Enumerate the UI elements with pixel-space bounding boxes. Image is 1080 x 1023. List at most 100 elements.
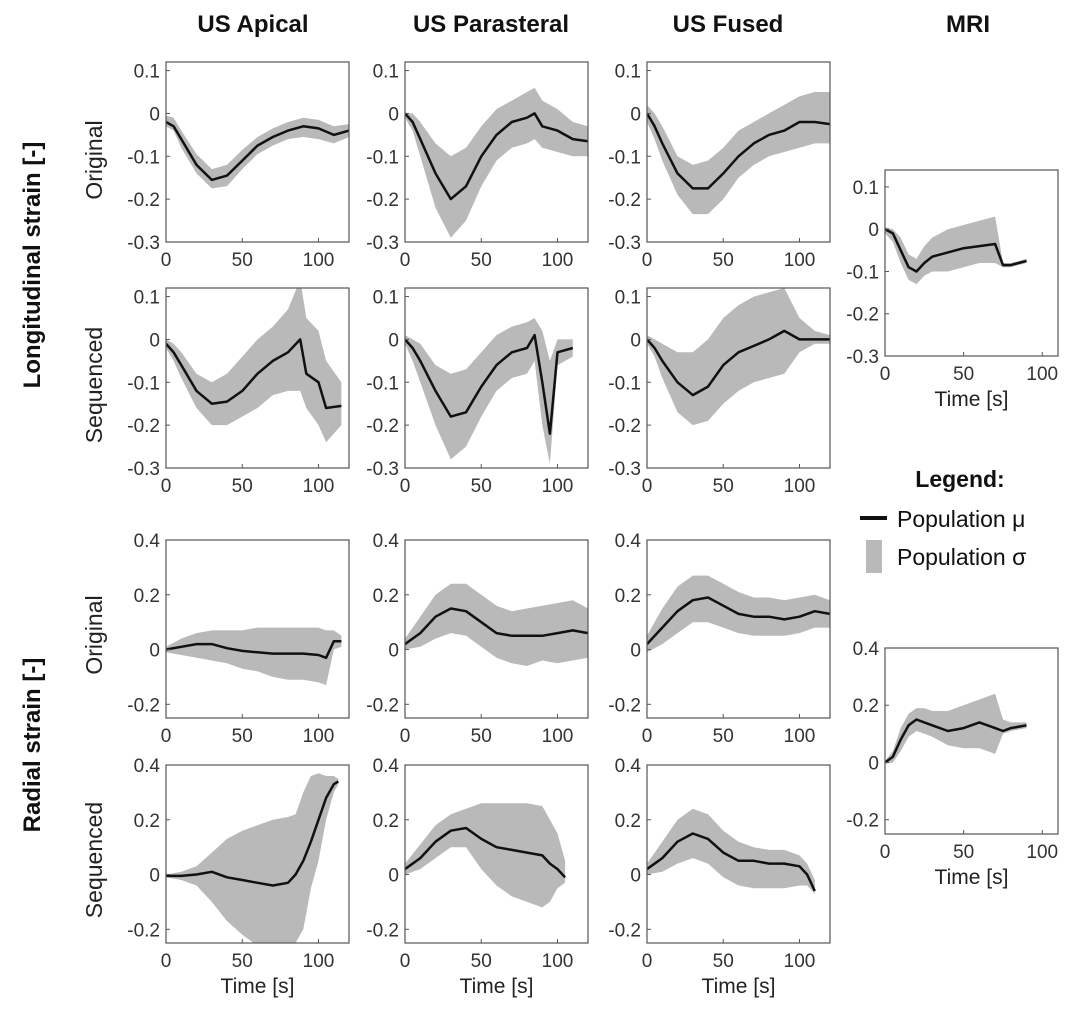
panel-long-apical-original: 0.10-0.1-0.2-0.30 50 100 <box>127 61 350 271</box>
y-tick-label: 0.1 <box>615 62 641 83</box>
y-tick-label: -0.1 <box>846 262 879 283</box>
y-tick-label: -0.2 <box>608 920 641 941</box>
row-label-long-sequenced: Sequenced <box>81 327 107 443</box>
y-tick-label: 0.2 <box>615 811 641 832</box>
y-tick-label: -0.1 <box>608 373 641 394</box>
row-label-radial-sequenced: Sequenced <box>81 802 107 918</box>
x-tick-label: 100 <box>784 476 816 497</box>
y-tick-label: 0.2 <box>615 586 641 607</box>
x-tick-label: 100 <box>1026 364 1058 385</box>
x-tick-label: 0 <box>400 951 411 972</box>
x-tick-label: 0 <box>161 951 172 972</box>
x-tick-label: 100 <box>303 726 335 747</box>
y-tick-label: 0.4 <box>373 531 400 552</box>
row-label-radial-original: Original <box>81 595 107 674</box>
sd-band <box>166 627 342 686</box>
column-title-mri: MRI <box>946 11 990 38</box>
y-tick-label: 0 <box>868 753 879 774</box>
panel-long-parasternal-sequenced: 0.10-0.1-0.2-0.30 50 100 <box>366 287 589 497</box>
panel-radial-parasternal-original: 0.40.20-0.20 50 100 <box>366 531 589 747</box>
x-tick-label: 50 <box>232 250 253 271</box>
y-tick-label: -0.2 <box>366 190 399 211</box>
y-tick-label: 0.4 <box>615 756 642 777</box>
y-tick-label: 0.4 <box>853 639 880 660</box>
sd-band <box>166 115 349 189</box>
y-tick-label: 0.2 <box>853 696 879 717</box>
x-tick-label: 0 <box>161 250 172 271</box>
mean-line <box>647 832 816 892</box>
mean-line <box>647 112 830 190</box>
y-tick-label: -0.1 <box>127 373 160 394</box>
sd-band <box>405 583 588 666</box>
panel-long-apical-sequenced: 0.10-0.1-0.2-0.30 50 100 <box>127 287 350 497</box>
x-tick-label: 50 <box>232 476 253 497</box>
mean-line <box>166 780 339 887</box>
x-tick-label: 100 <box>542 951 574 972</box>
axes-frame <box>404 61 589 243</box>
x-tick-label: 0 <box>400 476 411 497</box>
x-tick-label: 0 <box>642 250 653 271</box>
x-axis-label: Time [s] <box>221 975 295 998</box>
y-tick-label: 0.2 <box>373 811 399 832</box>
axes-frame <box>165 61 350 243</box>
x-tick-label: 0 <box>161 726 172 747</box>
x-tick-label: 100 <box>303 951 335 972</box>
y-tick-label: -0.2 <box>366 695 399 716</box>
x-tick-label: 100 <box>784 250 816 271</box>
y-tick-label: -0.3 <box>127 459 160 480</box>
axes-frame <box>646 61 831 243</box>
x-tick-label: 50 <box>232 951 253 972</box>
x-axis-label: Time [s] <box>702 975 776 998</box>
sd-band <box>405 318 573 464</box>
y-tick-label: 0 <box>630 866 641 887</box>
panel-long-parasternal-original: 0.10-0.1-0.2-0.30 50 100 <box>366 61 589 271</box>
y-tick-label: -0.2 <box>846 305 879 326</box>
legend: Legend: Population μ Population σ <box>860 466 1026 573</box>
y-tick-label: -0.2 <box>127 190 160 211</box>
x-tick-label: 0 <box>161 476 172 497</box>
axes-frame <box>404 764 589 944</box>
x-tick-label: 50 <box>471 726 492 747</box>
mean-line <box>166 338 342 410</box>
y-tick-label: -0.2 <box>366 416 399 437</box>
y-tick-label: -0.2 <box>608 695 641 716</box>
x-axis-label: Time [s] <box>460 975 534 998</box>
mean-line <box>405 826 567 879</box>
x-tick-label: 100 <box>303 250 335 271</box>
axes-frame <box>646 287 831 469</box>
x-tick-label: 50 <box>471 476 492 497</box>
group-label-radial: Radial strain [-] <box>19 658 46 833</box>
y-tick-label: -0.2 <box>366 920 399 941</box>
y-tick-label: 0.4 <box>615 531 642 552</box>
legend-mean-label: Population μ <box>897 506 1025 532</box>
x-tick-label: 100 <box>1026 842 1058 863</box>
row-label-long-original: Original <box>81 120 107 199</box>
mean-line <box>405 333 574 435</box>
y-tick-label: -0.3 <box>127 233 160 254</box>
y-tick-label: -0.2 <box>127 695 160 716</box>
y-tick-label: 0 <box>149 330 160 351</box>
y-tick-label: -0.1 <box>366 373 399 394</box>
y-tick-label: 0.1 <box>373 288 399 309</box>
y-tick-label: -0.3 <box>366 233 399 254</box>
x-tick-label: 100 <box>784 951 816 972</box>
mean-line <box>885 718 1027 764</box>
y-tick-label: -0.3 <box>608 459 641 480</box>
y-tick-label: 0.2 <box>134 811 160 832</box>
y-tick-label: 0.4 <box>373 756 400 777</box>
x-tick-label: 50 <box>471 951 492 972</box>
axes-frame <box>165 764 350 944</box>
panel-radial-apical-original: 0.40.20-0.20 50 100 <box>127 531 350 747</box>
mean-line <box>166 120 349 182</box>
y-tick-label: 0.2 <box>373 586 399 607</box>
y-tick-label: 0 <box>388 641 399 662</box>
x-tick-label: 50 <box>713 726 734 747</box>
mean-line <box>647 596 830 645</box>
y-tick-label: -0.3 <box>366 459 399 480</box>
axes-frame <box>165 539 350 719</box>
